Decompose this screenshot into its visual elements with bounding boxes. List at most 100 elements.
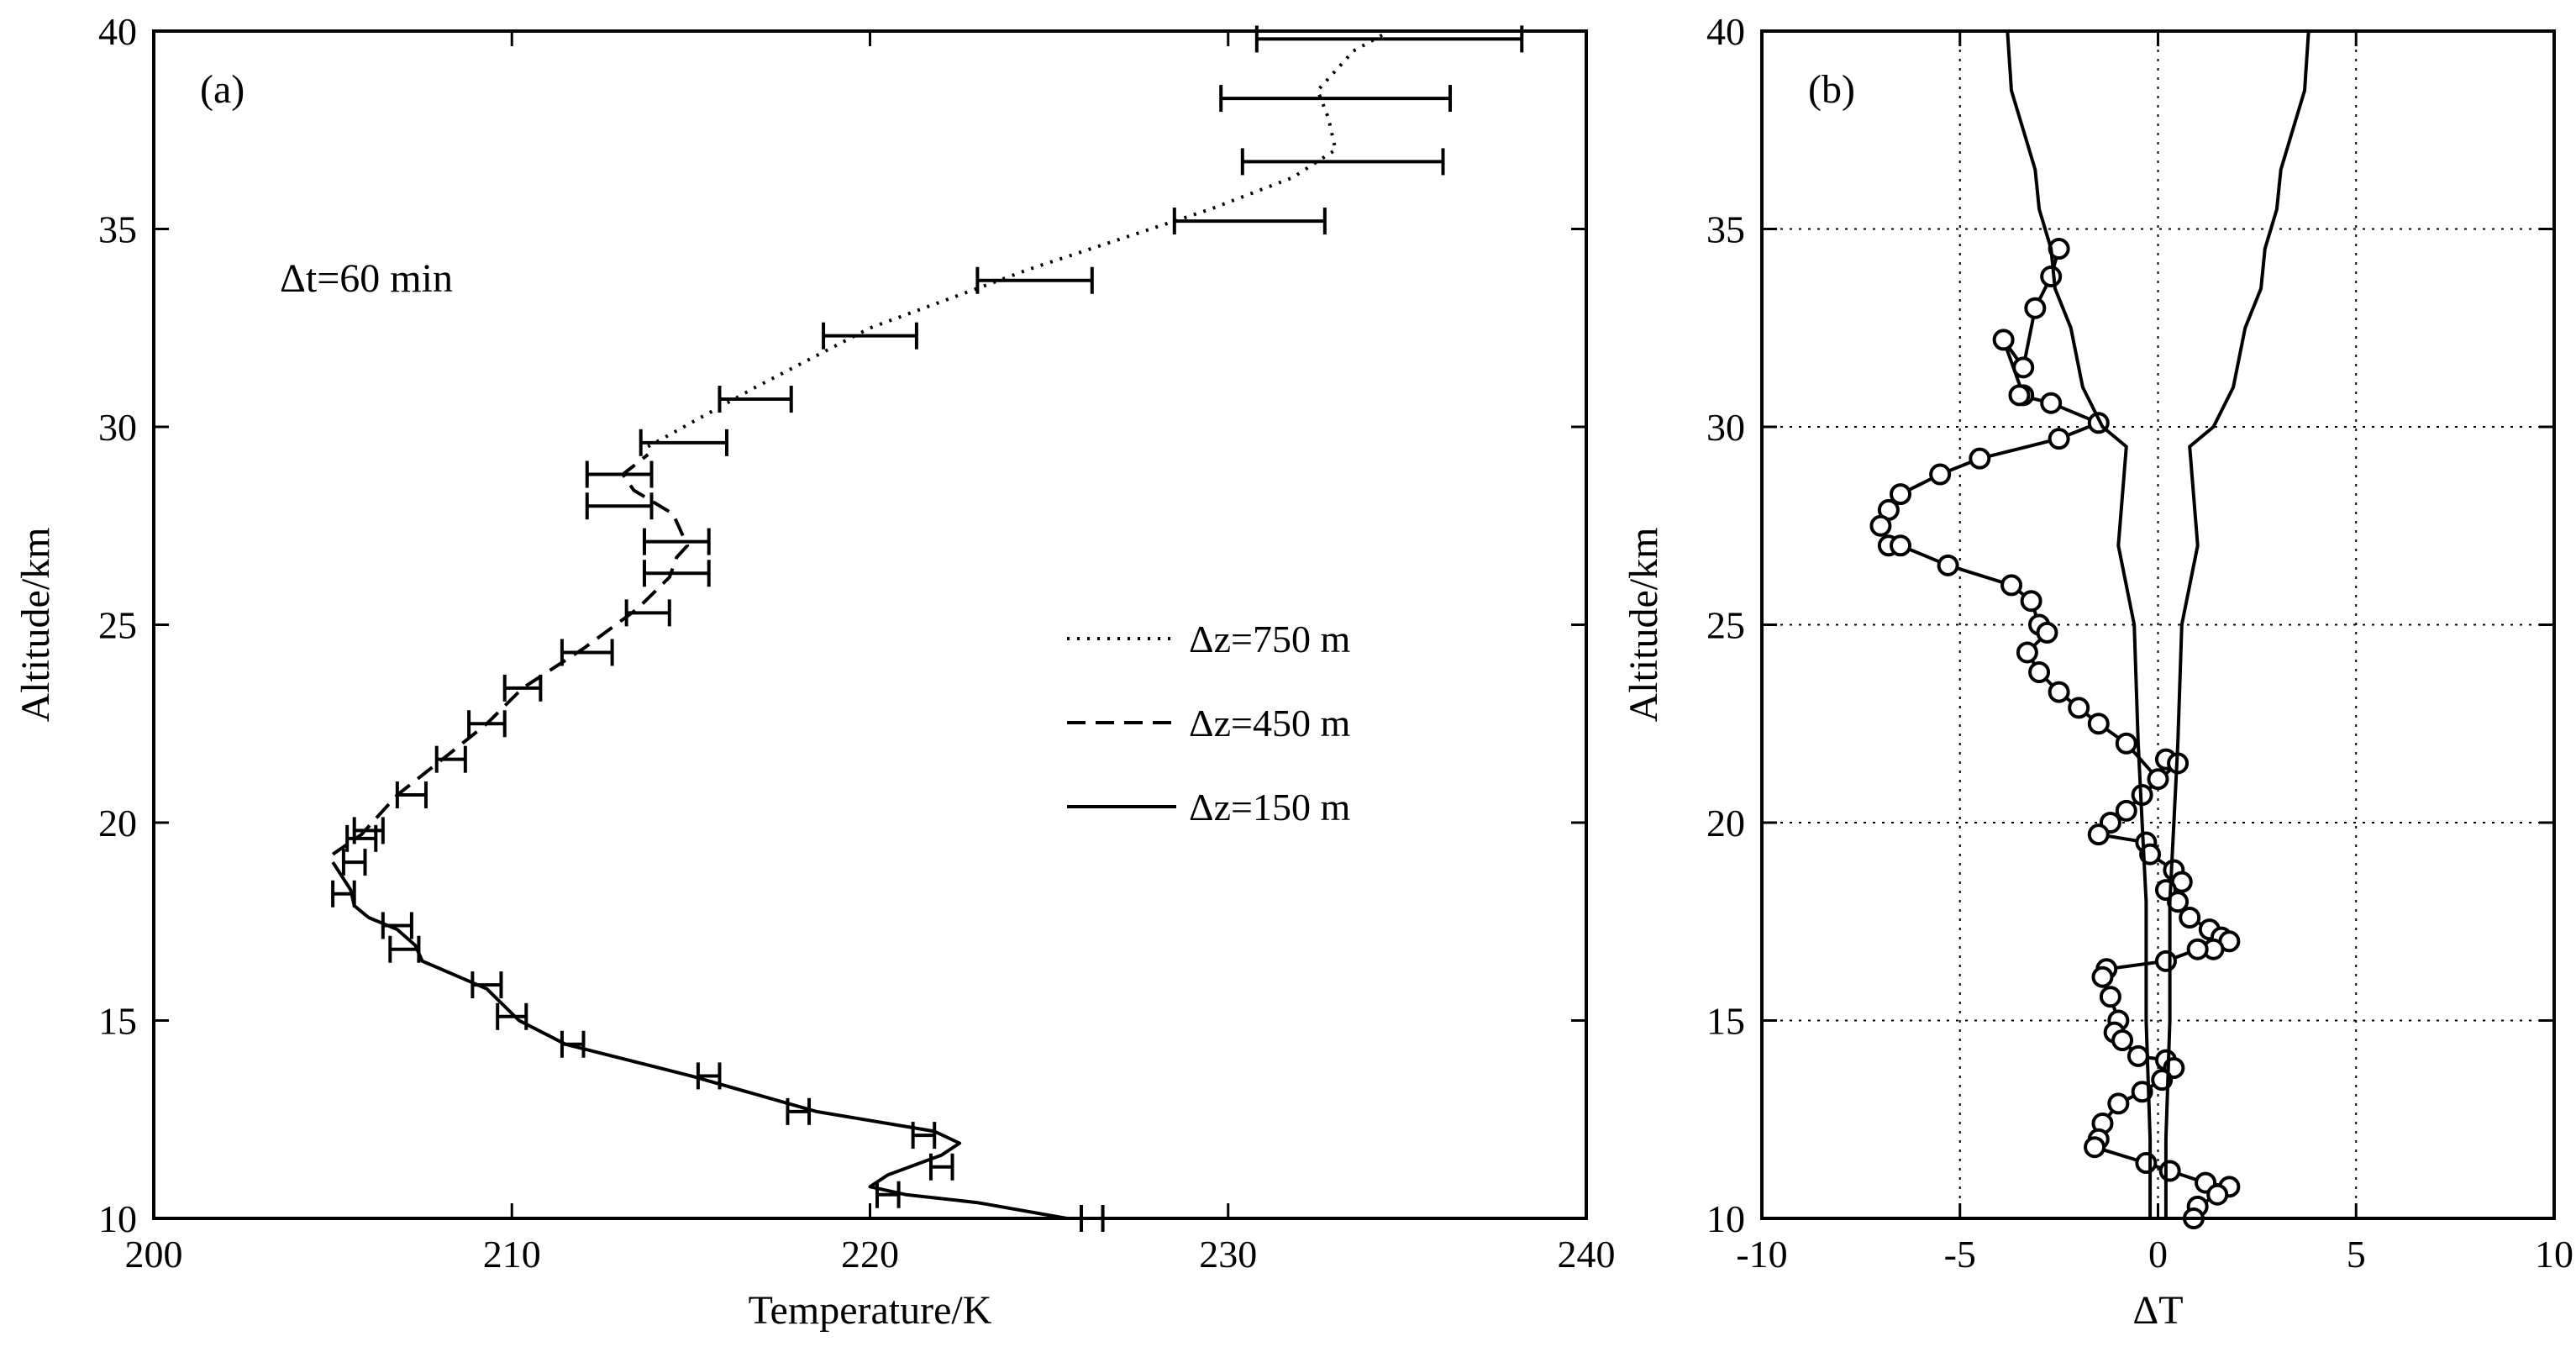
data-point [2048, 428, 2070, 450]
x-tick-label: 230 [1199, 1233, 1257, 1276]
error-bar [639, 429, 728, 456]
series-line-3 [2163, 30, 2311, 1218]
panel-a-frame [152, 29, 1588, 1220]
data-point [2158, 1160, 2181, 1182]
error-bar [822, 322, 918, 350]
error-bar [331, 880, 356, 907]
panel-b-series [1869, 30, 2311, 1229]
data-point [2186, 938, 2209, 960]
data-point [2111, 1029, 2134, 1052]
data-point [2036, 621, 2058, 644]
series-line-3 [331, 861, 1068, 1220]
error-bar [1219, 85, 1453, 113]
data-point [1890, 483, 1912, 506]
error-bar [345, 824, 378, 852]
data-point [2115, 732, 2137, 755]
data-point [1969, 447, 1991, 470]
data-point [2091, 965, 2114, 988]
y-tick-label: 40 [98, 10, 137, 53]
panel-a-annotation: Δt=60 min [280, 256, 453, 301]
error-bar [696, 1062, 722, 1090]
error-bar [341, 849, 367, 876]
y-tick-label: 20 [98, 802, 137, 844]
x-tick-label: -5 [1944, 1233, 1976, 1276]
data-point [2008, 384, 2031, 407]
x-tick-label: 200 [125, 1233, 183, 1276]
panel-b-x-axis-title: ΔT [2132, 1288, 2183, 1333]
data-point [2147, 768, 2169, 791]
x-tick-label: 5 [2347, 1233, 2366, 1276]
error-bar [718, 386, 793, 413]
panel-a-tag: (a) [200, 67, 244, 112]
y-tick-label: 15 [1706, 1000, 1745, 1043]
y-tick-label: 35 [98, 208, 137, 251]
error-bar [1172, 208, 1327, 235]
x-tick-label: 240 [1558, 1233, 1616, 1276]
data-point [1929, 463, 1952, 486]
data-point [2040, 392, 2063, 414]
data-point [2099, 986, 2121, 1008]
error-bar [928, 1153, 954, 1181]
data-point [2028, 661, 2051, 684]
error-bar [502, 674, 543, 702]
y-tick-label: 30 [1706, 406, 1745, 449]
error-bar [875, 1181, 901, 1208]
data-point [2087, 823, 2110, 846]
panel-b-ticks: -10 -5 0 5 10 10 15 20 25 30 35 40 [1706, 10, 2573, 1276]
data-point [2179, 907, 2201, 929]
error-bar [585, 460, 654, 488]
error-bar [585, 492, 654, 520]
error-bar [388, 935, 421, 963]
y-tick-label: 10 [98, 1197, 137, 1240]
data-point [2016, 641, 2038, 664]
data-point [2087, 713, 2110, 735]
data-point [2107, 1092, 2130, 1115]
data-point [1937, 554, 1959, 576]
x-tick-label: 10 [2535, 1233, 2573, 1276]
panel-a-y-axis-title: Altitude/km [13, 528, 58, 723]
panel-b-grid [1762, 31, 2554, 1218]
data-point [2135, 1152, 2158, 1175]
data-point [2024, 297, 2047, 319]
panel-b-tag: (b) [1808, 67, 1855, 112]
y-tick-label: 40 [1706, 10, 1745, 53]
error-bar [381, 912, 413, 939]
error-bar [1240, 148, 1445, 176]
x-tick-label: 0 [2148, 1233, 2168, 1276]
error-bar [395, 781, 428, 809]
data-point [2084, 1136, 2106, 1159]
panel-a-series [331, 29, 1391, 1220]
y-tick-label: 25 [1706, 604, 1745, 647]
error-bar [467, 710, 507, 738]
y-tick-label: 15 [98, 1000, 137, 1043]
legend-label: Δz=150 m [1189, 786, 1350, 829]
error-bar [624, 599, 671, 627]
error-bar [496, 1002, 528, 1030]
data-point [2000, 574, 2023, 597]
data-point [2012, 356, 2035, 379]
error-bar [642, 528, 711, 555]
series-line-2 [2006, 30, 2153, 1218]
data-point [2154, 950, 2177, 972]
data-point [2115, 799, 2137, 822]
y-tick-label: 25 [98, 604, 137, 647]
data-point [2127, 1044, 2149, 1067]
series-line-1 [647, 29, 1391, 449]
x-tick-label: -10 [1736, 1233, 1787, 1276]
y-tick-label: 35 [1706, 208, 1745, 251]
data-point [1890, 534, 1912, 557]
error-bar [471, 971, 503, 999]
error-bar [911, 1122, 937, 1149]
x-tick-label: 220 [841, 1233, 899, 1276]
panel-a-errorbars [331, 25, 1524, 1232]
data-point [2206, 1183, 2229, 1206]
error-bar [560, 639, 614, 666]
panel-a-ticks: 200 210 220 230 240 10 15 20 25 30 35 40 [98, 10, 1616, 1276]
error-bar [560, 1030, 586, 1058]
y-tick-label: 30 [98, 406, 137, 449]
data-point [2068, 697, 2090, 719]
panel-a-x-axis-title: Temperature/K [749, 1288, 992, 1333]
data-point [1992, 329, 2015, 351]
data-point [2048, 681, 2070, 703]
